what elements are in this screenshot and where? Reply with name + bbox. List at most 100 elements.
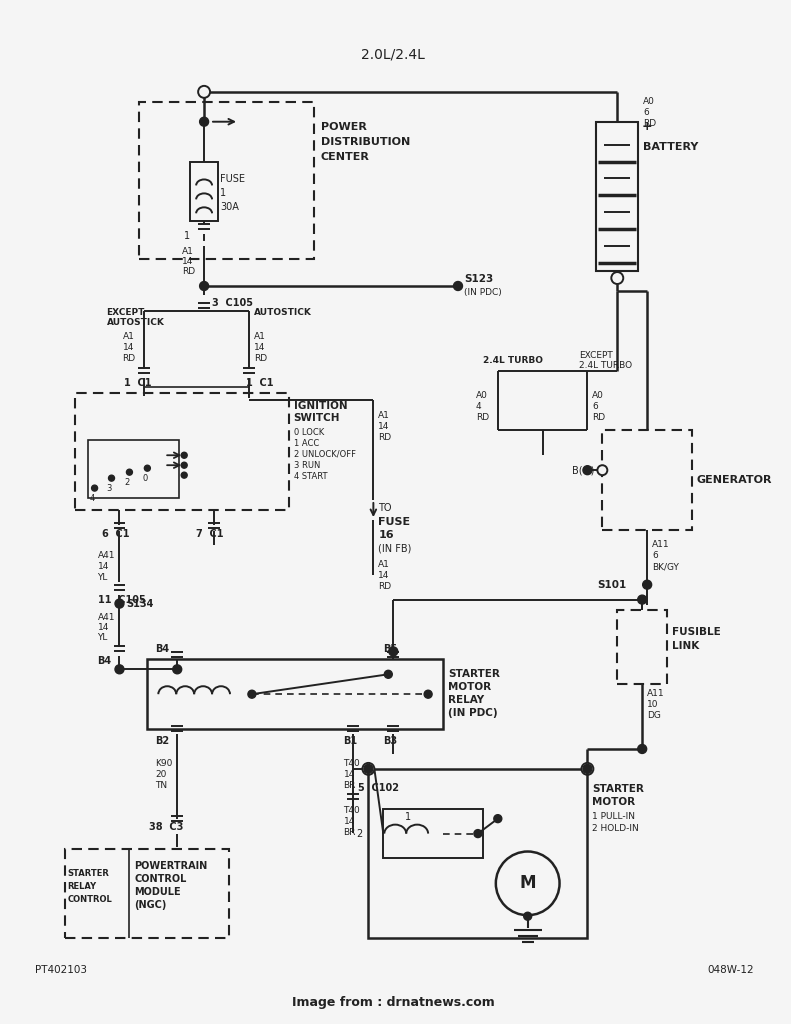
Bar [147,659,443,729]
Circle shape [524,912,532,921]
Text: 14: 14 [97,562,109,571]
Text: YL: YL [97,633,108,642]
Text: 3  C105: 3 C105 [212,298,253,308]
Text: 1: 1 [184,231,191,242]
Circle shape [389,647,398,655]
Text: (NGC): (NGC) [134,900,167,910]
Circle shape [638,595,647,604]
Text: BR: BR [343,781,356,791]
Text: 2: 2 [357,828,363,839]
Circle shape [364,764,373,773]
Circle shape [145,465,150,471]
Text: RD: RD [476,413,489,422]
Text: RELAY: RELAY [448,695,484,706]
Circle shape [172,665,182,674]
Text: B(+): B(+) [573,465,595,475]
Text: A1: A1 [378,411,390,420]
Text: 6  C1: 6 C1 [101,529,129,539]
Circle shape [108,475,115,481]
Text: S101: S101 [597,580,626,590]
Text: DG: DG [647,711,661,720]
Text: 6: 6 [592,402,598,411]
Text: 6: 6 [652,551,658,560]
Text: M: M [520,874,536,892]
Text: 11  C105: 11 C105 [97,595,146,604]
Text: 14: 14 [254,343,265,352]
Text: SWITCH: SWITCH [293,414,340,423]
Text: A1: A1 [123,332,134,341]
Circle shape [611,272,623,284]
Text: IGNITION: IGNITION [293,401,347,412]
Text: A41: A41 [97,551,115,560]
Text: B3: B3 [384,736,397,746]
Text: A1: A1 [182,247,194,256]
Text: GENERATOR: GENERATOR [697,475,773,485]
Text: FUSE: FUSE [220,174,245,184]
Text: POWER: POWER [320,122,366,132]
Text: B4: B4 [97,656,112,667]
Circle shape [494,815,501,822]
Bar [603,430,692,530]
Circle shape [474,829,482,838]
Text: 2.4L TURBO: 2.4L TURBO [483,356,543,366]
Text: A1: A1 [378,560,390,569]
Text: RD: RD [643,119,657,128]
Text: 1 ACC: 1 ACC [293,439,319,447]
Bar [65,849,229,938]
Text: B4: B4 [155,644,169,654]
Text: TN: TN [155,781,168,791]
Text: 4: 4 [89,494,95,503]
Bar [88,440,180,498]
Text: B5: B5 [384,644,397,654]
Bar [74,392,289,510]
Circle shape [199,117,209,126]
Text: 14: 14 [343,770,355,779]
Bar [369,769,588,938]
Text: 1  C1: 1 C1 [246,378,274,387]
Circle shape [583,466,592,475]
Text: (IN FB): (IN FB) [378,544,412,554]
Bar [139,101,313,259]
Text: B2: B2 [155,736,169,746]
Text: LINK: LINK [672,641,699,651]
Text: 1 PULL-IN: 1 PULL-IN [592,812,635,821]
Circle shape [181,462,187,468]
Text: 3: 3 [107,483,112,493]
Text: 38  C3: 38 C3 [149,821,184,831]
Text: 0: 0 [142,474,148,482]
Text: A1: A1 [254,332,266,341]
Text: 4 START: 4 START [293,472,327,480]
Text: 2 UNLOCK/OFF: 2 UNLOCK/OFF [293,450,356,459]
Text: A11: A11 [647,689,664,697]
Bar [190,162,218,221]
Text: 1  C1: 1 C1 [124,378,152,387]
Text: 16: 16 [378,529,394,540]
Bar [384,809,483,858]
Text: RD: RD [592,413,606,422]
Text: Image from : drnatnews.com: Image from : drnatnews.com [292,996,494,1010]
Text: 14: 14 [123,343,134,352]
Text: FUSE: FUSE [378,517,411,527]
Text: CENTER: CENTER [320,152,369,162]
Text: MOTOR: MOTOR [592,797,635,807]
Circle shape [115,665,124,674]
Text: A0: A0 [476,391,488,400]
Text: RD: RD [182,266,195,275]
Circle shape [362,763,374,775]
Text: STARTER: STARTER [68,869,110,878]
Text: 14: 14 [97,623,109,632]
Circle shape [115,599,124,608]
Text: FUSIBLE: FUSIBLE [672,628,721,638]
Text: S123: S123 [464,274,494,284]
Text: 2 HOLD-IN: 2 HOLD-IN [592,824,639,834]
Circle shape [597,465,607,475]
Circle shape [424,690,432,698]
Text: BATTERY: BATTERY [643,141,698,152]
Text: POWERTRAIN: POWERTRAIN [134,861,208,871]
Text: T40: T40 [343,760,360,768]
Circle shape [92,485,97,492]
Text: 4: 4 [476,402,482,411]
Text: EXCEPT: EXCEPT [580,351,613,360]
Text: 6: 6 [643,109,649,118]
Circle shape [199,282,209,291]
